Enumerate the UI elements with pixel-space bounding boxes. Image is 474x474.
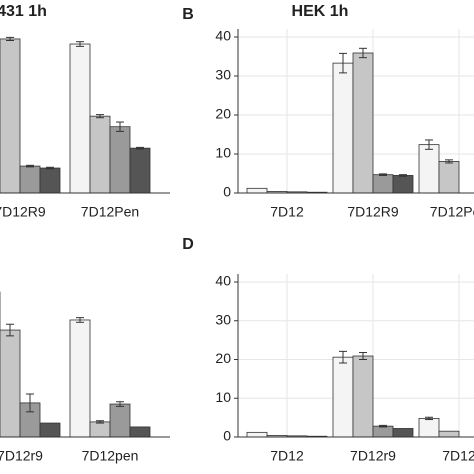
bar: [0, 38, 21, 194]
bar: [246, 187, 268, 194]
x-tick-label: 7D12r9: [0, 448, 43, 464]
bar: [352, 52, 374, 194]
panel-label: D: [182, 236, 194, 253]
bar: [418, 417, 440, 438]
panel-label: B: [182, 6, 194, 23]
bar: [39, 422, 61, 438]
y-tick-label: 0: [223, 184, 231, 200]
bar: [372, 425, 394, 438]
bar: [69, 43, 91, 194]
y-tick-label: 40: [215, 273, 231, 289]
x-tick-label: 7D12Pen: [430, 204, 474, 220]
chart-title: HEK 1h: [292, 3, 349, 20]
y-tick-label: 10: [215, 145, 231, 161]
y-tick-label: 0: [223, 428, 231, 444]
bar: [332, 356, 354, 438]
y-tick-label: 40: [215, 28, 231, 44]
bar: [392, 428, 414, 438]
x-tick-label: 7D12: [270, 448, 304, 464]
x-tick-label: 7D12R9: [0, 204, 46, 220]
bar: [332, 62, 354, 194]
y-tick-label: 20: [215, 350, 231, 366]
bar: [109, 126, 131, 194]
bar: [0, 329, 21, 438]
bar: [89, 421, 111, 438]
bar: [69, 319, 91, 438]
bar: [39, 167, 61, 194]
x-tick-label: 7D12Pen: [81, 204, 139, 220]
bar: [129, 147, 151, 194]
x-tick-label: 7D12pen: [82, 448, 139, 464]
chart-title: 431 1h: [0, 3, 47, 20]
bar: [418, 144, 440, 194]
bar: [109, 403, 131, 438]
y-tick-label: 30: [215, 311, 231, 327]
y-tick-label: 30: [215, 67, 231, 83]
y-tick-label: 20: [215, 106, 231, 122]
bar: [438, 161, 460, 194]
bar: [392, 175, 414, 194]
x-tick-label: 7D12: [442, 448, 474, 464]
bar: [372, 174, 394, 194]
bar: [129, 426, 151, 438]
bar: [438, 430, 460, 438]
y-tick-label: 10: [215, 389, 231, 405]
bar: [246, 431, 268, 438]
bar: [19, 165, 41, 194]
x-tick-label: 7D12R9: [347, 204, 399, 220]
bar: [89, 115, 111, 194]
x-tick-label: 7D12: [270, 204, 304, 220]
x-tick-label: 7D12r9: [350, 448, 396, 464]
bar: [352, 355, 374, 438]
